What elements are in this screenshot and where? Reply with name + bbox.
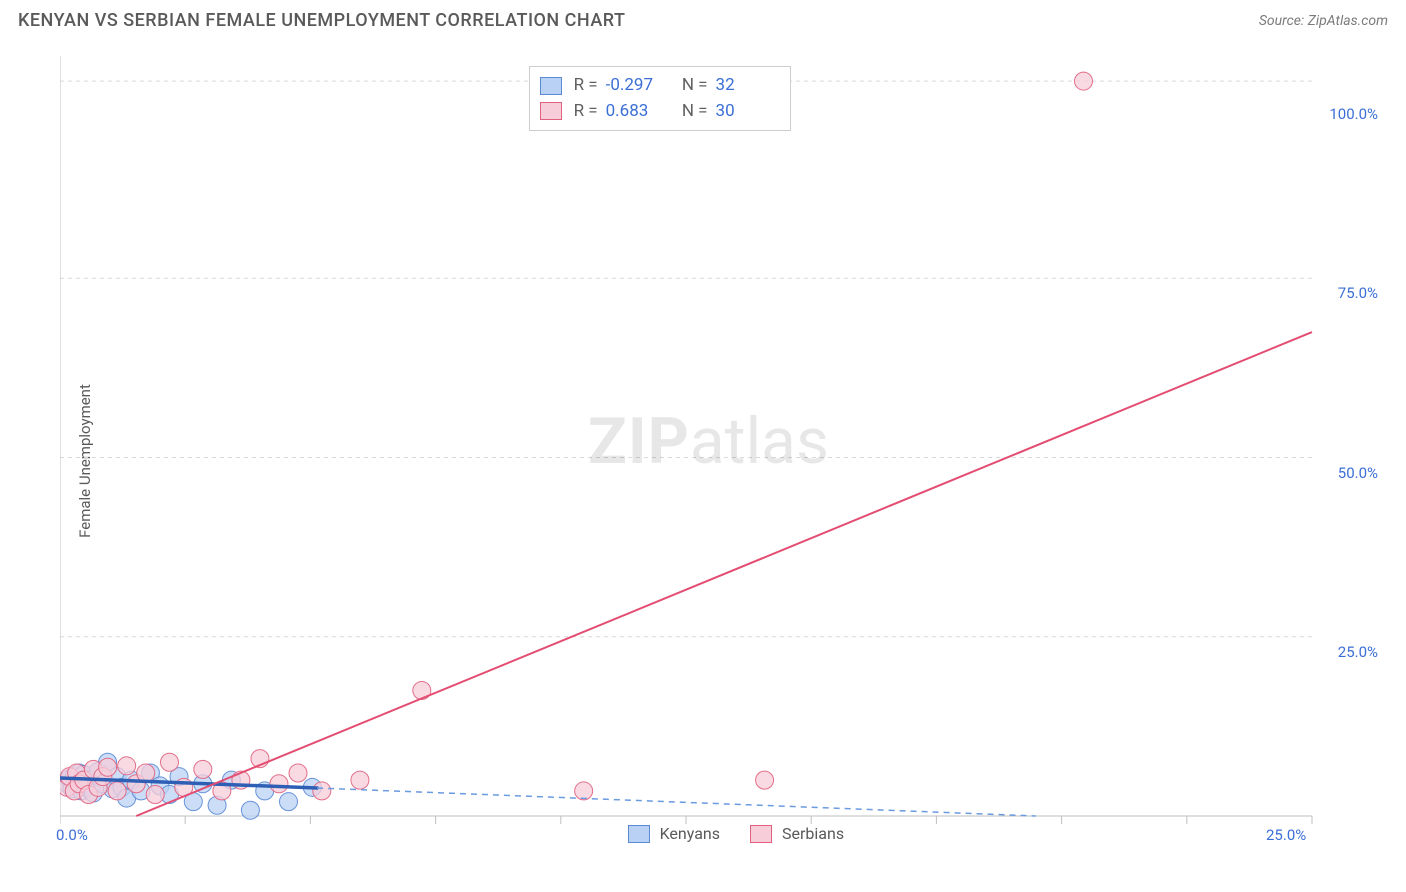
y-tick-label: 50.0% (1338, 464, 1378, 482)
legend-label: Serbians (782, 824, 844, 843)
stat-r-label: R = (574, 73, 598, 99)
x-tick-label: 0.0% (56, 826, 88, 844)
legend-item: Serbians (750, 824, 844, 843)
stat-n-value: 30 (716, 99, 776, 125)
correlation-stats-box: R = -0.297 N = 32 R = 0.683 N = 30 (529, 66, 791, 131)
legend-label: Kenyans (660, 824, 720, 843)
stat-n-label: N = (678, 73, 708, 99)
stat-n-value: 32 (716, 73, 776, 99)
y-tick-label: 25.0% (1338, 643, 1378, 661)
chart-title: KENYAN VS SERBIAN FEMALE UNEMPLOYMENT CO… (18, 10, 626, 31)
stat-r-label: R = (574, 99, 598, 125)
legend-item: Kenyans (628, 824, 720, 843)
series-swatch (540, 77, 562, 95)
legend-swatch (750, 825, 772, 843)
stats-row: R = 0.683 N = 30 (540, 99, 776, 125)
series-swatch (540, 102, 562, 120)
stats-row: R = -0.297 N = 32 (540, 73, 776, 99)
series-legend: Kenyans Serbians (628, 824, 844, 843)
stat-n-label: N = (678, 99, 708, 125)
plot-svg (60, 56, 1380, 846)
source-attribution: Source: ZipAtlas.com (1259, 13, 1388, 29)
plot-area: ZIPatlas R =-0.297 N =32R =0.683 N =30 K… (60, 56, 1380, 846)
stat-r-value: 0.683 (606, 99, 666, 125)
y-tick-label: 75.0% (1338, 284, 1378, 302)
y-tick-label: 100.0% (1329, 105, 1378, 123)
x-tick-label: 25.0% (1266, 826, 1306, 844)
stat-r-value: -0.297 (606, 73, 666, 99)
chart-container: Female Unemployment ZIPatlas R =-0.297 N… (18, 46, 1388, 876)
legend-swatch (628, 825, 650, 843)
